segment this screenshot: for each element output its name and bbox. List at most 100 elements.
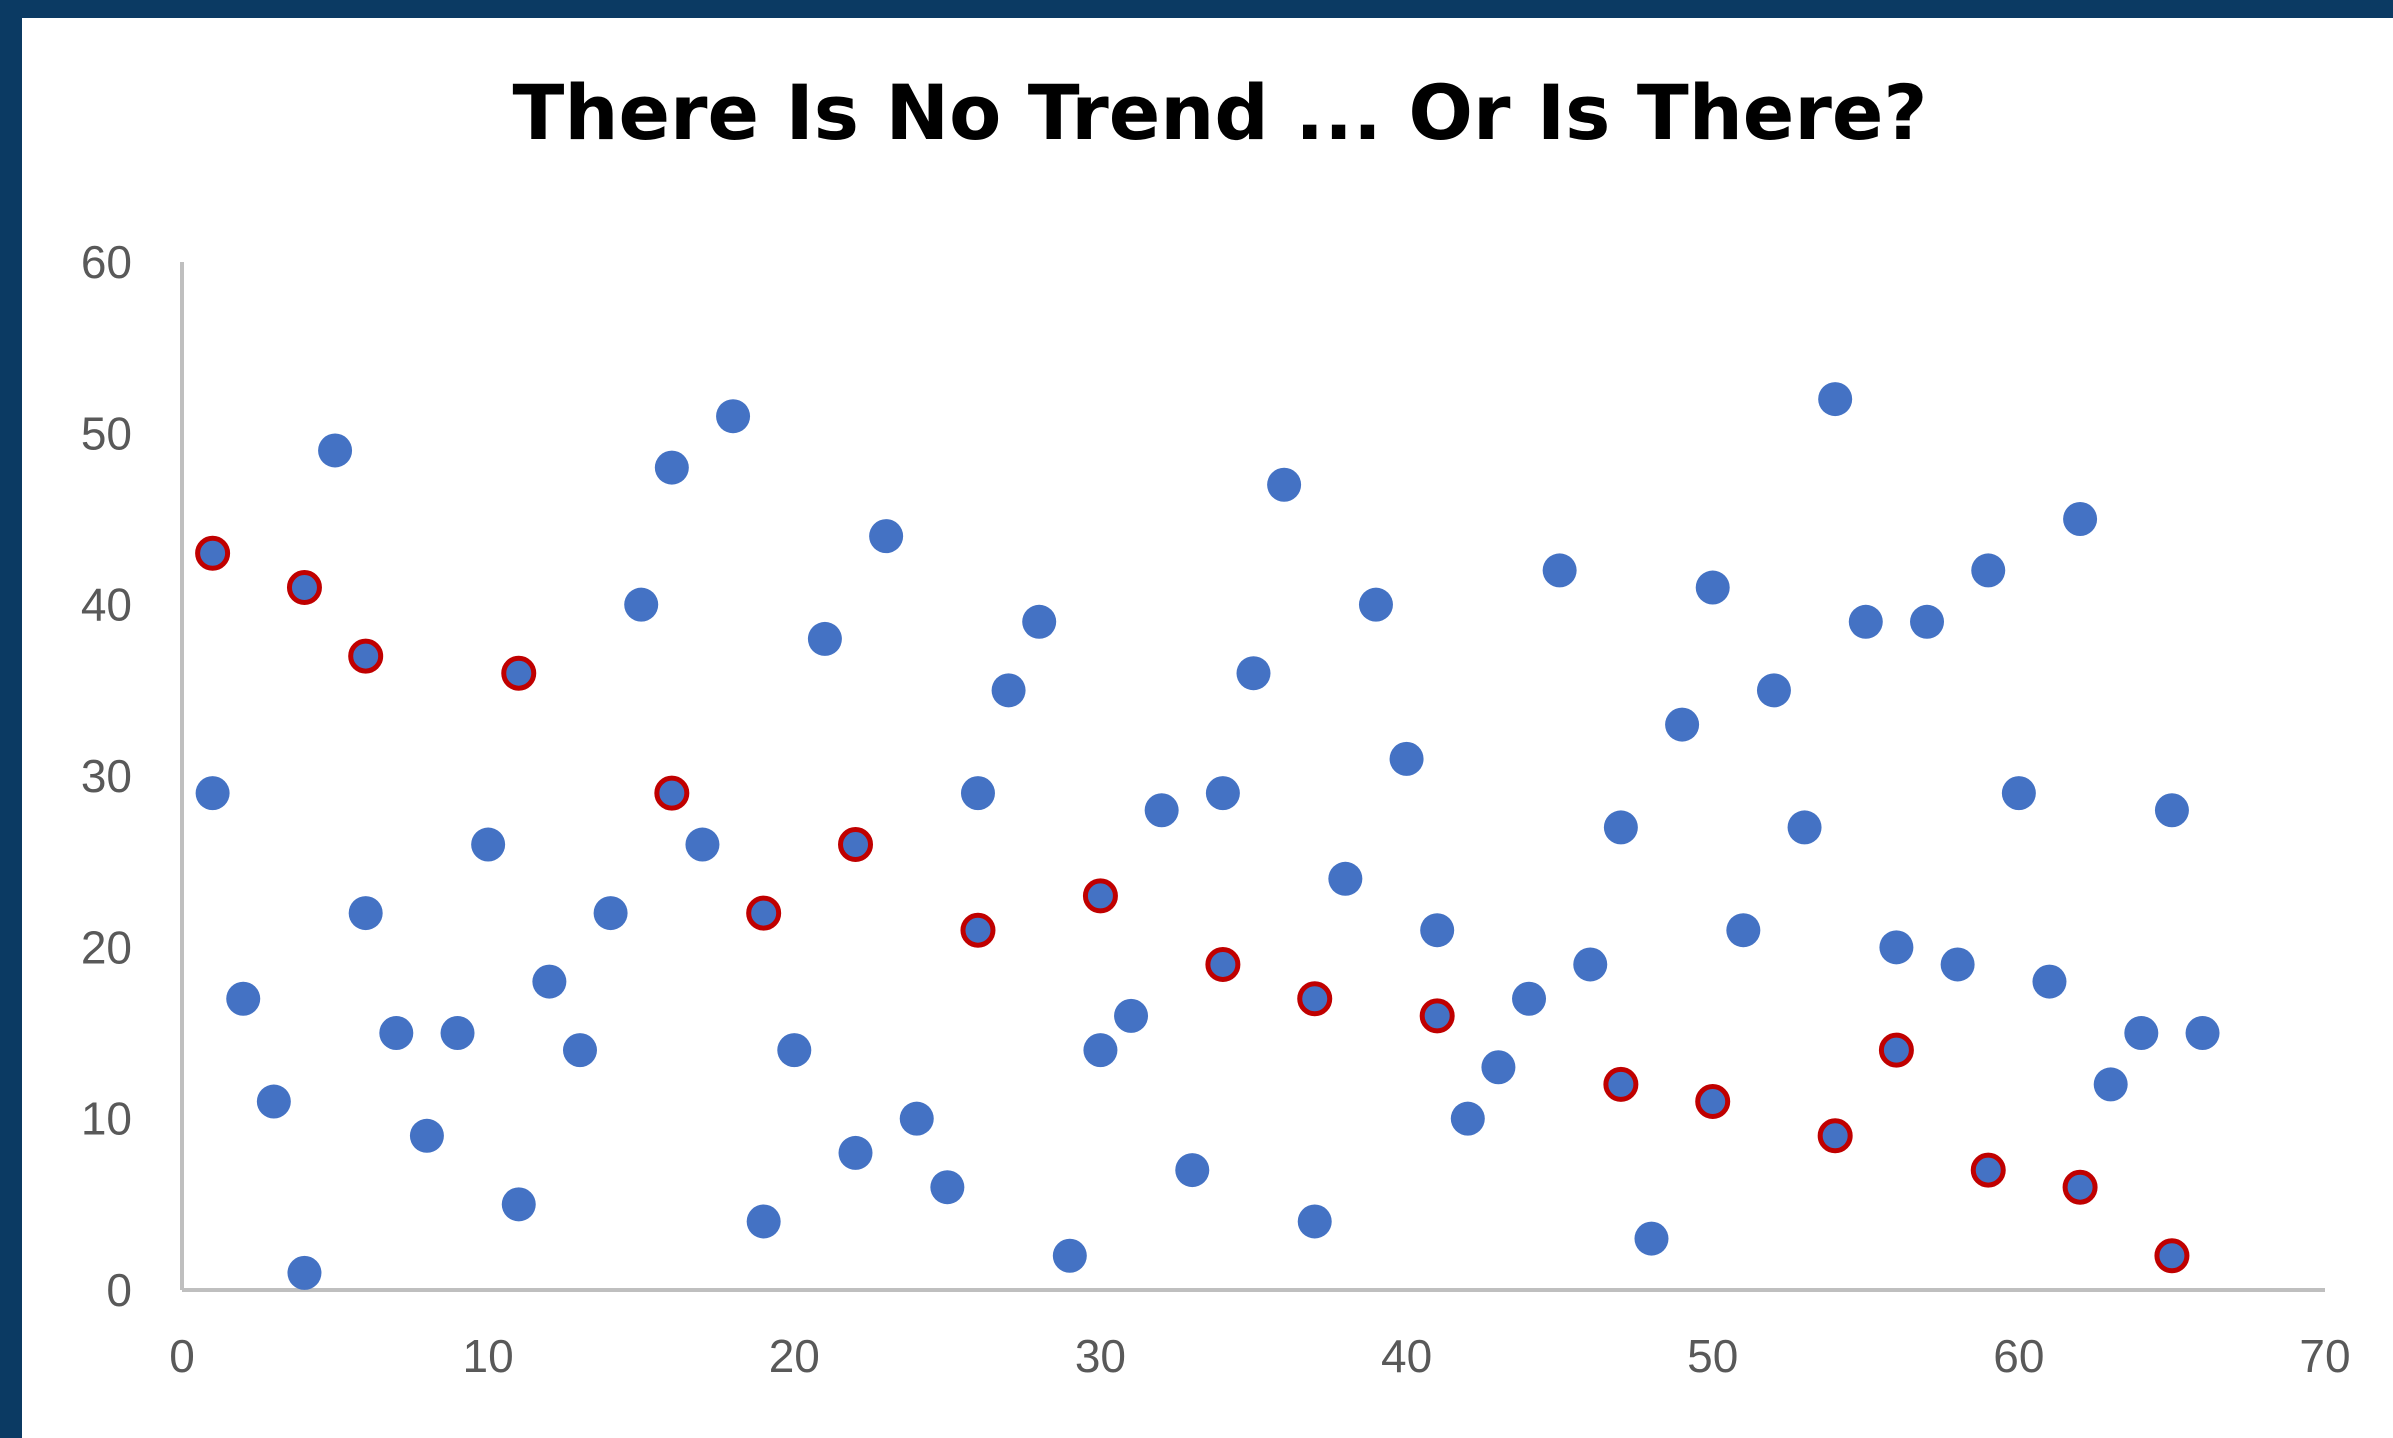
- data-point: [1481, 1050, 1516, 1085]
- data-point: [1512, 981, 1547, 1016]
- data-point: [471, 827, 506, 862]
- y-axis-ticks: 0 10 20 30 40 50 60: [81, 236, 132, 1316]
- data-point: [624, 587, 659, 622]
- x-tick-label: 60: [1993, 1330, 2044, 1382]
- data-point: [1726, 913, 1761, 948]
- data-point: [1787, 810, 1822, 845]
- data-point: [2185, 1016, 2220, 1050]
- data-point: [379, 1016, 414, 1050]
- data-point: [1358, 587, 1393, 622]
- data-point: [593, 896, 628, 931]
- data-point: [1756, 673, 1791, 708]
- data-point: [654, 450, 689, 485]
- data-point: [899, 1101, 934, 1136]
- data-point: [1818, 382, 1853, 417]
- data-point: [960, 776, 995, 811]
- data-point: [930, 1170, 965, 1205]
- data-point: [287, 1255, 322, 1290]
- data-point: [1542, 553, 1577, 588]
- y-tick-label: 20: [81, 921, 132, 973]
- y-tick-label: 40: [81, 579, 132, 631]
- x-axis-ticks: 0 10 20 30 40 50 60 70: [169, 1330, 2350, 1382]
- y-tick-label: 10: [81, 1093, 132, 1145]
- y-tick-label: 30: [81, 750, 132, 802]
- data-point: [1420, 913, 1455, 948]
- data-point: [1848, 604, 1883, 639]
- chart-background: [22, 18, 2393, 1438]
- data-point: [2154, 793, 2189, 828]
- y-tick-label: 50: [81, 407, 132, 459]
- x-tick-label: 40: [1381, 1330, 1432, 1382]
- data-point: [1879, 930, 1914, 965]
- data-point: [1022, 604, 1057, 639]
- chart-title: There Is No Trend ... Or Is There?: [512, 68, 1928, 157]
- data-point: [1971, 553, 2006, 588]
- x-tick-label: 20: [769, 1330, 820, 1382]
- data-point: [1389, 741, 1424, 776]
- data-points: [195, 382, 2220, 1290]
- x-tick-label: 70: [2299, 1330, 2350, 1382]
- data-point: [1940, 947, 1975, 982]
- highlighted-data-point: [2062, 1169, 2098, 1205]
- data-point: [440, 1016, 475, 1050]
- highlighted-data-point: [501, 655, 537, 691]
- data-point: [1175, 1153, 1210, 1188]
- data-point: [1603, 810, 1638, 845]
- data-point: [318, 433, 353, 468]
- data-point: [1665, 707, 1700, 742]
- x-tick-label: 50: [1687, 1330, 1738, 1382]
- data-point: [195, 776, 230, 811]
- data-point: [1205, 776, 1240, 811]
- data-point: [1052, 1238, 1087, 1273]
- highlighted-data-point: [1082, 878, 1118, 914]
- data-point: [256, 1084, 291, 1119]
- data-point: [1083, 1033, 1118, 1068]
- axes: [180, 262, 2325, 1292]
- data-point: [777, 1033, 812, 1068]
- y-tick-label: 60: [81, 236, 132, 288]
- data-point: [1144, 793, 1179, 828]
- data-point: [991, 673, 1026, 708]
- data-point: [1328, 861, 1363, 896]
- y-tick-label: 0: [106, 1264, 132, 1316]
- highlighted-data-point: [960, 912, 996, 948]
- highlighted-data-point: [1817, 1118, 1853, 1154]
- data-point: [838, 1135, 873, 1170]
- data-point: [1910, 604, 1945, 639]
- data-point: [1634, 1221, 1669, 1256]
- data-point: [1236, 656, 1271, 691]
- data-point: [685, 827, 720, 862]
- data-point: [869, 519, 904, 554]
- highlighted-data-point: [1878, 1032, 1914, 1068]
- x-tick-label: 30: [1075, 1330, 1126, 1382]
- highlighted-data-point: [654, 775, 690, 811]
- highlighted-data-point: [746, 895, 782, 931]
- highlighted-data-point: [1297, 981, 1333, 1017]
- data-point: [532, 964, 567, 999]
- data-point: [2124, 1016, 2159, 1050]
- highlighted-data-point: [286, 570, 322, 606]
- x-tick-label: 10: [463, 1330, 514, 1382]
- highlighted-data-point: [838, 827, 874, 863]
- data-point: [348, 896, 383, 931]
- data-point: [2032, 964, 2067, 999]
- highlighted-data-point: [1603, 1066, 1639, 1102]
- highlighted-data-point: [195, 535, 231, 571]
- data-point: [226, 981, 261, 1016]
- data-point: [1573, 947, 1608, 982]
- highlighted-data-point: [1419, 998, 1455, 1034]
- data-point: [501, 1187, 536, 1222]
- highlighted-data-point: [348, 638, 384, 674]
- data-point: [2001, 776, 2036, 811]
- data-point: [716, 399, 751, 434]
- data-point: [1695, 570, 1730, 605]
- data-point: [409, 1118, 444, 1153]
- data-point: [807, 621, 842, 656]
- data-point: [2093, 1067, 2128, 1102]
- x-tick-label: 0: [169, 1330, 195, 1382]
- highlighted-data-point: [1695, 1084, 1731, 1120]
- data-point: [746, 1204, 781, 1239]
- data-point: [1114, 998, 1149, 1033]
- highlighted-data-point: [2154, 1238, 2190, 1274]
